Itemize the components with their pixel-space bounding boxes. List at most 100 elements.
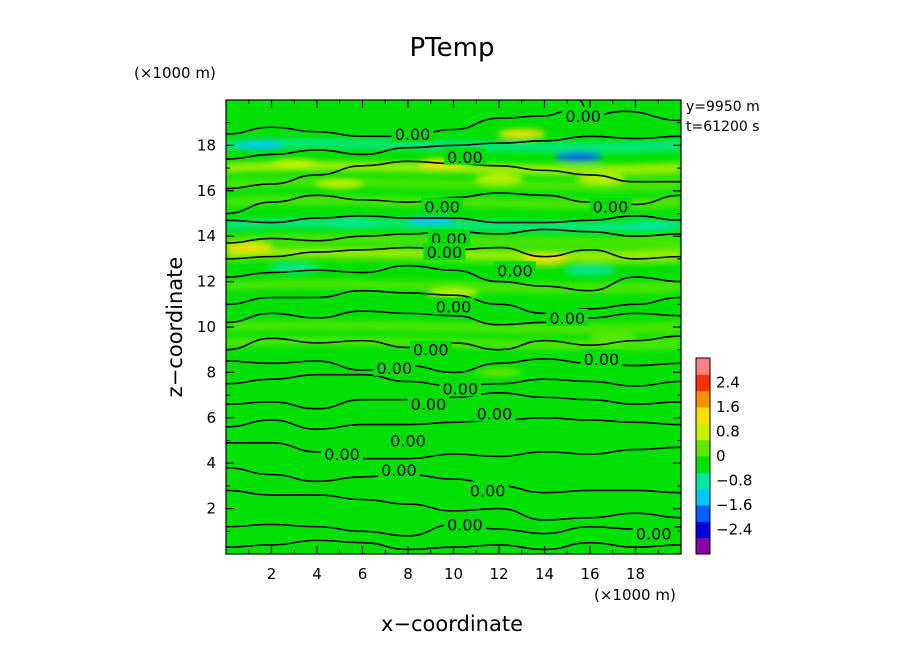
field-spot xyxy=(236,140,285,151)
contour-line xyxy=(226,264,681,292)
x-tick-label: 18 xyxy=(626,565,645,583)
x-tick-label: 6 xyxy=(358,565,368,583)
contour-line xyxy=(226,335,681,351)
contour-line xyxy=(226,416,681,430)
info-y: y=9950 m xyxy=(686,99,760,115)
contour-label-bg xyxy=(439,379,482,397)
y-tick-label: 4 xyxy=(206,454,216,472)
colorbar-tick-label: 0.8 xyxy=(716,423,740,441)
field-band xyxy=(226,279,681,294)
contour-label: 0.00 xyxy=(447,515,483,534)
contour-label: 0.00 xyxy=(470,481,506,500)
colorbar-segment xyxy=(696,456,710,473)
field-band xyxy=(226,260,681,276)
contour-label-bg xyxy=(589,197,632,215)
contour-label-bg xyxy=(391,125,434,143)
contour-label: 0.00 xyxy=(390,432,426,451)
contour-line xyxy=(226,392,681,410)
x-tick-label: 2 xyxy=(267,565,277,583)
contour-label: 0.00 xyxy=(413,341,449,360)
contour-label-bg xyxy=(377,461,420,479)
contour-label-bg xyxy=(407,395,450,413)
plot-area: 0.000.000.000.00 0.000.000.000.000.000.00… xyxy=(226,100,681,554)
y-axis-ticks: 2 4 6 8 10 12 14 16 18 xyxy=(197,122,681,532)
contour-label-bg xyxy=(562,106,605,124)
contour-label: 0.00 xyxy=(427,243,463,262)
contour-label-bg xyxy=(432,297,475,315)
y-tick-label: 16 xyxy=(197,182,216,200)
colorbar-segment xyxy=(696,390,710,408)
y-tick-label: 10 xyxy=(197,318,216,336)
contour-label-bg xyxy=(321,445,364,463)
contour-label-bg xyxy=(443,515,486,533)
contour-line xyxy=(226,135,681,160)
colorbar-segment xyxy=(696,423,710,441)
contour-label-bg xyxy=(387,431,429,449)
colorbar-segment xyxy=(696,358,710,375)
colorbar-tick-label: 2.4 xyxy=(716,374,740,392)
contour-label: 0.00 xyxy=(447,148,483,167)
colorbar-frame xyxy=(695,357,711,555)
z-unit-label: (×1000 m) xyxy=(134,64,216,82)
contour-label: 0.00 xyxy=(593,198,629,217)
x-tick-label: 14 xyxy=(535,565,554,583)
contour-line xyxy=(226,441,681,460)
contour-label: 0.00 xyxy=(565,107,601,126)
contour-label-bg xyxy=(443,147,486,165)
contour-line xyxy=(226,489,681,521)
colorbar: 2.4 1.6 0.8 0 −0.8 −1.6 −2.4 xyxy=(695,357,752,555)
colorbar-segment xyxy=(696,505,710,522)
contour-label-bg xyxy=(427,229,470,247)
contour-label-bg xyxy=(493,261,536,279)
contour-label: 0.00 xyxy=(324,445,360,464)
colorbar-tick-label: 0 xyxy=(716,447,726,465)
x-unit-label: (×1000 m) xyxy=(594,586,676,604)
colorbar-segment xyxy=(696,537,710,555)
contour-label: 0.00 xyxy=(395,125,431,144)
contour-label-bg xyxy=(632,524,675,542)
field-spot xyxy=(270,158,319,169)
colorbar-segment xyxy=(696,374,710,392)
colorbar-segment xyxy=(696,488,710,506)
contour-label: 0.00 xyxy=(497,261,533,280)
contour-label-bg xyxy=(423,243,466,261)
field-spot xyxy=(406,215,455,226)
field-spot xyxy=(429,287,478,298)
colorbar-tick-label: 1.6 xyxy=(716,398,740,416)
contour-label: 0.00 xyxy=(377,359,413,378)
x-axis-ticks: 2 4 6 8 10 12 14 16 18 xyxy=(248,100,659,583)
contour-label-bg xyxy=(409,340,452,358)
y-tick-label: 6 xyxy=(206,409,216,427)
field-spot xyxy=(475,174,523,185)
colorbar-segment xyxy=(696,439,710,457)
y-tick-label: 2 xyxy=(206,500,216,518)
contour-labels: 0.000.000.000.00 0.000.000.000.000.000.00… xyxy=(321,106,675,544)
field-spot xyxy=(226,242,273,253)
contour-label: 0.00 xyxy=(436,298,472,317)
field-spot xyxy=(554,151,603,162)
contour-label: 0.00 xyxy=(411,395,447,414)
x-tick-label: 4 xyxy=(312,565,322,583)
contour-line xyxy=(226,289,681,315)
contour-label: 0.00 xyxy=(549,309,585,328)
contour-label-bg xyxy=(373,358,416,376)
contour-line xyxy=(226,310,681,326)
x-tick-label: 8 xyxy=(403,565,413,583)
x-tick-label: 10 xyxy=(444,565,463,583)
colorbar-tick-label: −2.4 xyxy=(716,521,752,539)
contour-label: 0.00 xyxy=(424,198,460,217)
colorbar-segment xyxy=(696,521,710,539)
contour-label: 0.00 xyxy=(636,525,672,544)
field-spot xyxy=(577,174,626,185)
contour-label: 0.00 xyxy=(477,404,513,423)
y-tick-label: 18 xyxy=(197,136,216,154)
field-spot xyxy=(315,178,364,189)
x-axis-label: x−coordinate xyxy=(381,612,523,636)
colorbar-tick-label: −0.8 xyxy=(716,472,752,490)
chart-title: PTemp xyxy=(410,33,495,63)
y-tick-label: 8 xyxy=(206,363,216,381)
colorbar-segment xyxy=(696,407,710,424)
contour-label-bg xyxy=(546,308,589,326)
y-tick-label: 12 xyxy=(197,273,216,291)
